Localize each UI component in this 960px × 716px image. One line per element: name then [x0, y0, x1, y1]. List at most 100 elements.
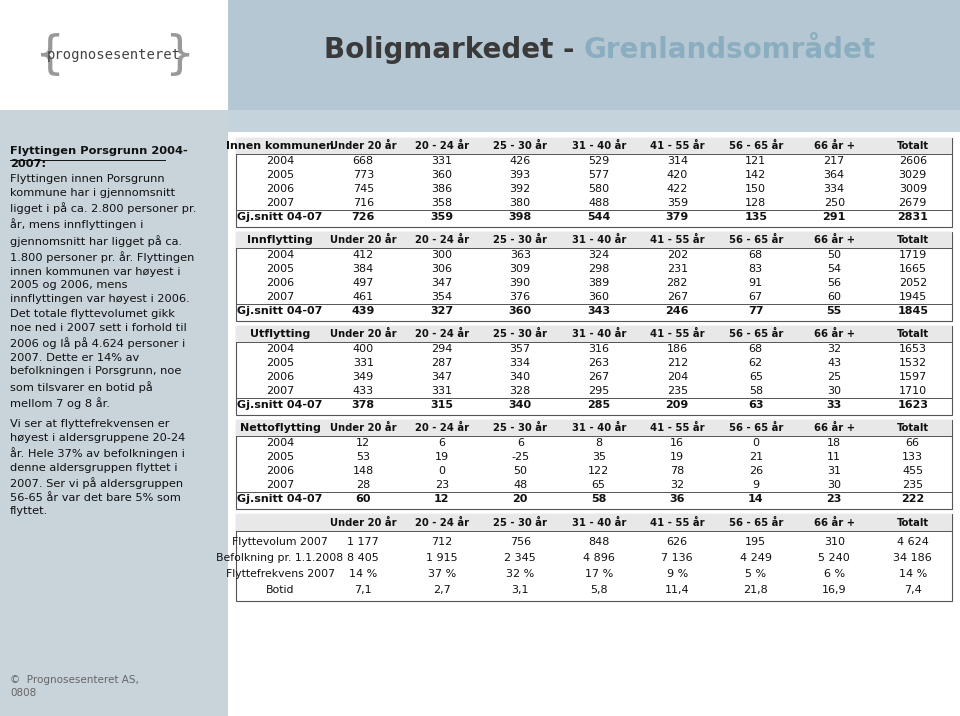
Text: 32: 32 — [670, 480, 684, 490]
Text: 63: 63 — [748, 400, 763, 410]
Text: 439: 439 — [351, 306, 375, 316]
Text: 20 - 24 år: 20 - 24 år — [415, 329, 468, 339]
Text: 2 345: 2 345 — [504, 553, 536, 563]
Text: 8: 8 — [595, 438, 602, 448]
Text: 41 - 55 år: 41 - 55 år — [650, 141, 705, 151]
Text: 6 %: 6 % — [824, 569, 845, 579]
Text: 392: 392 — [510, 184, 531, 194]
Text: 343: 343 — [588, 306, 611, 316]
Text: 133: 133 — [902, 452, 924, 462]
Text: 235: 235 — [666, 386, 687, 396]
Text: 2005: 2005 — [266, 170, 294, 180]
Text: 331: 331 — [352, 358, 373, 368]
Text: 66 år +: 66 år + — [814, 141, 854, 151]
Text: 773: 773 — [352, 170, 373, 180]
Text: 2007: 2007 — [266, 292, 294, 302]
Text: 30: 30 — [828, 480, 841, 490]
Text: Totalt: Totalt — [897, 141, 929, 151]
Text: 66 år +: 66 år + — [814, 329, 854, 339]
Text: 67: 67 — [749, 292, 763, 302]
Text: 9: 9 — [753, 480, 759, 490]
Text: 43: 43 — [828, 358, 841, 368]
Bar — [236, 232, 952, 321]
Text: 128: 128 — [745, 198, 766, 208]
Text: 282: 282 — [666, 278, 688, 288]
Text: 363: 363 — [510, 250, 531, 260]
Text: 3,1: 3,1 — [512, 585, 529, 595]
Text: Under 20 år: Under 20 år — [330, 423, 396, 433]
Text: 41 - 55 år: 41 - 55 år — [650, 423, 705, 433]
Text: 56 - 65 år: 56 - 65 år — [729, 518, 783, 528]
Text: 14: 14 — [748, 495, 763, 505]
Text: ©  Prognosesenteret AS,
0808: © Prognosesenteret AS, 0808 — [10, 674, 139, 698]
Text: Grenlandsområdet: Grenlandsområdet — [584, 36, 876, 64]
Text: 2007:: 2007: — [10, 159, 46, 169]
Text: 11,4: 11,4 — [665, 585, 689, 595]
Text: 91: 91 — [749, 278, 763, 288]
Text: 267: 267 — [588, 372, 610, 382]
Text: 668: 668 — [352, 156, 373, 166]
Text: 4 249: 4 249 — [740, 553, 772, 563]
Text: 358: 358 — [431, 198, 452, 208]
Text: 209: 209 — [665, 400, 689, 410]
Text: 295: 295 — [588, 386, 610, 396]
Text: 202: 202 — [666, 250, 688, 260]
Text: 331: 331 — [431, 386, 452, 396]
Text: 1653: 1653 — [899, 344, 926, 354]
Text: 25 - 30 år: 25 - 30 år — [493, 235, 547, 245]
Text: 222: 222 — [901, 495, 924, 505]
Text: 25 - 30 år: 25 - 30 år — [493, 423, 547, 433]
Text: 9 %: 9 % — [666, 569, 688, 579]
Text: 1 915: 1 915 — [426, 553, 458, 563]
Text: 7,4: 7,4 — [904, 585, 922, 595]
Text: 11: 11 — [828, 452, 841, 462]
Text: 66: 66 — [905, 438, 920, 448]
Text: 231: 231 — [666, 264, 687, 274]
Bar — [228, 132, 960, 716]
Text: 380: 380 — [510, 198, 531, 208]
Text: 68: 68 — [749, 250, 763, 260]
Text: 360: 360 — [509, 306, 532, 316]
Text: 41 - 55 år: 41 - 55 år — [650, 235, 705, 245]
Text: 2606: 2606 — [899, 156, 926, 166]
Text: 195: 195 — [745, 537, 766, 547]
Text: Nettoflytting: Nettoflytting — [240, 423, 321, 433]
Text: Totalt: Totalt — [897, 329, 929, 339]
Text: 16: 16 — [670, 438, 684, 448]
Text: 60: 60 — [828, 292, 841, 302]
Text: 1623: 1623 — [898, 400, 928, 410]
Bar — [0, 0, 228, 110]
Text: 1 177: 1 177 — [348, 537, 379, 547]
Text: 212: 212 — [666, 358, 688, 368]
Bar — [0, 110, 228, 716]
Text: 1845: 1845 — [898, 306, 928, 316]
Text: 33: 33 — [827, 400, 842, 410]
Text: Vi ser at flyttefrekvensen er
høyest i aldersgruppene 20-24
år. Hele 37% av befo: Vi ser at flyttefrekvensen er høyest i a… — [10, 419, 185, 516]
Text: 31: 31 — [828, 466, 841, 476]
Text: 20: 20 — [513, 495, 528, 505]
Text: 310: 310 — [824, 537, 845, 547]
Text: 2006: 2006 — [266, 278, 294, 288]
Text: 347: 347 — [431, 372, 452, 382]
Text: }: } — [164, 32, 194, 77]
Text: Gj.snitt 04-07: Gj.snitt 04-07 — [237, 495, 323, 505]
Text: 35: 35 — [591, 452, 606, 462]
Text: 2007: 2007 — [266, 480, 294, 490]
Bar — [236, 326, 952, 415]
Text: 12: 12 — [434, 495, 449, 505]
Text: 32 %: 32 % — [506, 569, 535, 579]
Text: 745: 745 — [352, 184, 373, 194]
Text: 31 - 40 år: 31 - 40 år — [571, 518, 626, 528]
Text: 36: 36 — [669, 495, 685, 505]
Text: 294: 294 — [431, 344, 452, 354]
Text: Under 20 år: Under 20 år — [330, 141, 396, 151]
Text: 7 136: 7 136 — [661, 553, 693, 563]
Text: 56 - 65 år: 56 - 65 år — [729, 235, 783, 245]
Text: 390: 390 — [510, 278, 531, 288]
Text: 55: 55 — [827, 306, 842, 316]
Text: 17 %: 17 % — [585, 569, 612, 579]
Text: 389: 389 — [588, 278, 610, 288]
Text: 340: 340 — [509, 400, 532, 410]
Text: 37 %: 37 % — [427, 569, 456, 579]
Text: 2004: 2004 — [266, 438, 294, 448]
